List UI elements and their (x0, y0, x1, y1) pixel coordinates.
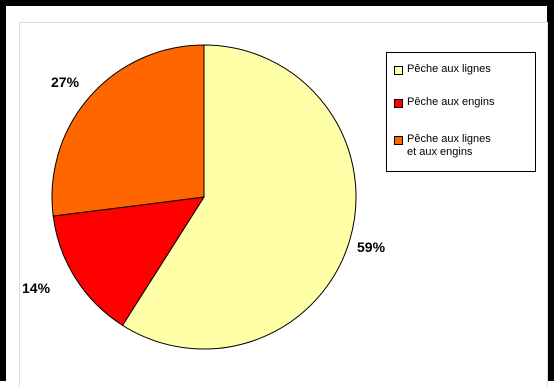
slice-label-lignes-engins: 27% (51, 74, 80, 90)
legend-label: Pêche aux engins (407, 96, 495, 108)
legend-swatch (394, 66, 403, 75)
pie-slices (51, 44, 357, 350)
chart-legend: Pêche aux lignes Pêche aux engins Pêche … (386, 52, 536, 172)
legend-label: Pêche aux lignes (407, 63, 491, 75)
legend-swatch (394, 99, 403, 108)
slice-lignes-engins (51, 44, 205, 217)
legend-swatch (394, 136, 403, 145)
slice-label-engins: 14% (22, 280, 51, 296)
legend-label: Pêche aux lignes (407, 133, 491, 145)
chart-area (19, 22, 548, 387)
slice-engins (52, 196, 205, 327)
legend-label-line2: et aux engins (407, 146, 473, 158)
slice-label-lignes: 59% (357, 239, 386, 255)
slice-lignes (121, 44, 357, 350)
